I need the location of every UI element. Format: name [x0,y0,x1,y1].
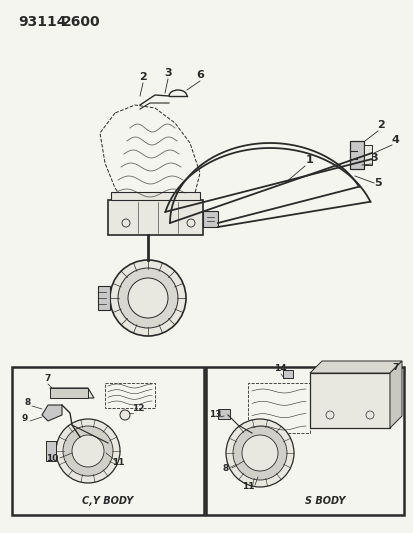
Text: 14: 14 [273,364,286,373]
Bar [111,192,199,200]
Bar [108,200,202,235]
Circle shape [242,435,277,471]
Circle shape [325,411,333,419]
Text: 2: 2 [376,120,384,130]
Bar [349,141,363,169]
Text: S BODY: S BODY [304,496,344,506]
Text: 93114: 93114 [18,15,66,29]
Text: 10: 10 [46,454,58,463]
Circle shape [128,278,168,318]
Circle shape [120,410,130,420]
Text: 9: 9 [22,414,28,423]
Text: 6: 6 [196,70,204,80]
Bar [309,373,389,428]
Bar [46,441,56,461]
Text: 1: 1 [305,155,313,165]
Circle shape [56,419,120,483]
Bar [202,211,218,227]
Bar [282,370,292,378]
Circle shape [365,411,373,419]
Circle shape [233,426,286,480]
Polygon shape [42,405,62,421]
Text: 11: 11 [241,482,254,491]
Bar [12,367,204,515]
Text: 3: 3 [369,153,377,163]
Text: 4: 4 [390,135,398,145]
Text: 8: 8 [222,464,228,473]
Bar [206,367,403,515]
Polygon shape [389,361,401,428]
Bar [363,145,371,165]
Text: 8: 8 [25,398,31,407]
Text: 7: 7 [45,374,51,383]
Text: 5: 5 [373,178,381,188]
Bar [98,286,110,310]
Text: 13: 13 [208,410,221,419]
Text: 7: 7 [392,363,398,372]
Circle shape [110,260,185,336]
Text: 11: 11 [112,458,124,467]
Text: C,Y BODY: C,Y BODY [82,496,133,506]
Circle shape [63,426,113,476]
Circle shape [187,219,195,227]
Text: 3: 3 [164,68,171,78]
Bar [247,383,309,433]
Text: 12: 12 [131,404,144,413]
Text: 2: 2 [139,72,147,82]
Circle shape [72,435,104,467]
Bar [50,388,88,398]
Circle shape [118,268,178,328]
Bar [218,409,230,419]
Polygon shape [309,361,401,373]
Text: 2600: 2600 [62,15,100,29]
Circle shape [122,219,130,227]
Circle shape [225,419,293,487]
Polygon shape [50,388,94,398]
